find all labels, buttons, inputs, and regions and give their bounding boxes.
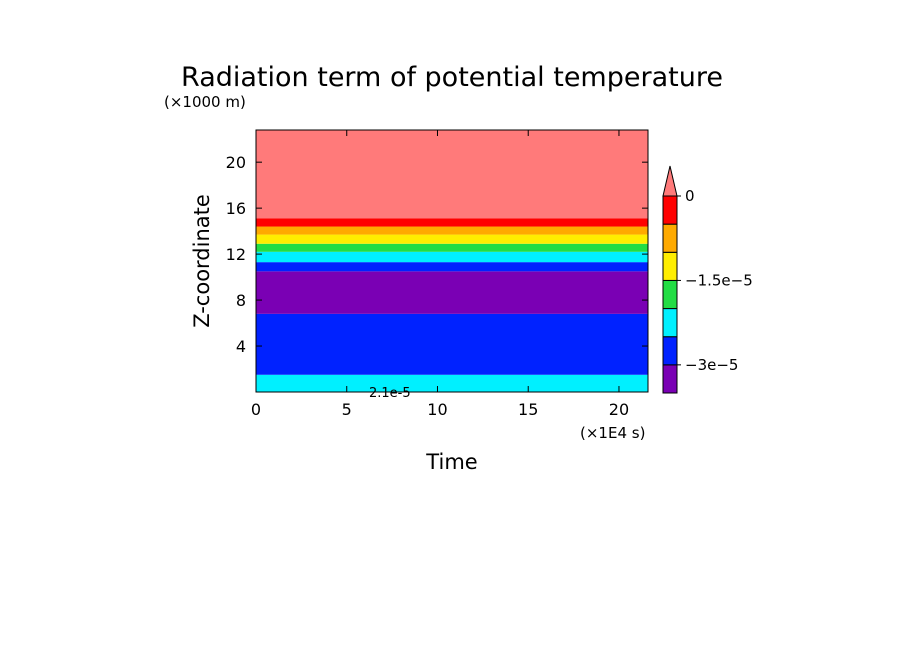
band-2 — [256, 271, 648, 314]
colorbar-tick-label: −3e−5 — [685, 356, 738, 374]
y-tick-label: 20 — [226, 153, 246, 172]
plot-frame — [255, 129, 649, 393]
colorbar-tick-label: −1.5e−5 — [685, 271, 753, 289]
y-axis-label: Z-coordinate — [190, 194, 214, 328]
band-9 — [256, 130, 648, 219]
y-axis-ticks: 4 8 12 16 20 — [226, 153, 648, 356]
y-tick-label: 16 — [226, 199, 246, 218]
y-tick-label: 8 — [236, 291, 246, 310]
band-3 — [256, 262, 648, 272]
colorbar-swatch — [662, 279, 678, 310]
x-axis-label: Time — [425, 450, 477, 474]
band-7 — [256, 226, 648, 235]
x-tick-label: 15 — [518, 400, 538, 419]
y-tick-label: 12 — [226, 245, 246, 264]
band-5 — [256, 243, 648, 252]
band-1 — [256, 313, 648, 375]
colorbar: 0 −1.5e−5 −3e−5 — [662, 165, 753, 394]
x-tick-label: 20 — [609, 400, 629, 419]
colorbar-swatch — [662, 364, 678, 394]
colorbar-swatch — [662, 195, 678, 225]
band-8 — [256, 218, 648, 227]
y-scale-label: (×1000 m) — [164, 93, 246, 111]
x-tick-label: 0 — [251, 400, 261, 419]
stray-contour-label: 2.1e-5 — [369, 386, 411, 401]
colorbar-swatch — [662, 336, 678, 366]
x-scale-label: (×1E4 s) — [580, 424, 645, 442]
colorbar-swatch — [662, 223, 678, 253]
x-tick-label: 5 — [342, 400, 352, 419]
colorbar-swatch — [662, 308, 678, 338]
band-4 — [256, 251, 648, 263]
chart-title: Radiation term of potential temperature — [181, 62, 723, 93]
x-tick-label: 10 — [427, 400, 447, 419]
colorbar-tick-label: 0 — [685, 187, 695, 205]
band-6 — [256, 234, 648, 244]
colorbar-over-arrow — [662, 165, 678, 197]
band-0 — [256, 374, 648, 392]
y-tick-label: 4 — [236, 337, 246, 356]
plot-bands — [256, 130, 648, 392]
colorbar-swatch — [662, 251, 678, 281]
x-axis-ticks: 0 5 10 15 20 — [251, 130, 629, 419]
